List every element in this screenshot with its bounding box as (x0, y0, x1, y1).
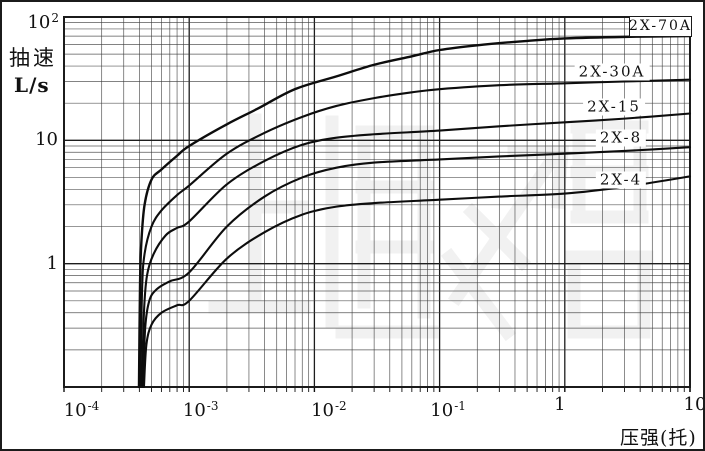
x-tick-label: 10-4 (63, 399, 100, 421)
x-tick-label: 10 (683, 394, 705, 415)
curve-2x-4 (142, 175, 692, 389)
curve-2x-15 (140, 112, 692, 389)
y-axis-unit: L/s (14, 73, 50, 97)
pump-speed-curves (137, 34, 692, 389)
watermark (208, 113, 654, 342)
x-axis-title: 压强(托) (620, 427, 697, 449)
x-tick-label: 10-1 (430, 399, 466, 421)
curve-label-2x-30a: 2X-30A (574, 63, 650, 81)
y-axis-title: 抽速 (9, 46, 57, 70)
curve-label-2x-4: 2X-4 (595, 171, 647, 189)
x-tick-label: 10-2 (311, 399, 347, 421)
curve-label-2x-8: 2X-8 (595, 129, 647, 147)
y-tick-label: 10 (35, 129, 58, 151)
curve-2x-70a (137, 34, 692, 389)
x-tick-label: 10-3 (182, 399, 219, 421)
plot-frame (63, 16, 691, 388)
curve-label-2x-70a: 2X-70A (629, 16, 692, 37)
curve-2x-8 (142, 146, 692, 389)
curve-2x-30a (139, 78, 692, 389)
y-tick-label: 102 (27, 11, 59, 33)
x-tick-label: 1 (554, 394, 566, 415)
curve-label-2x-15: 2X-15 (583, 98, 645, 116)
y-tick-label: 1 (46, 252, 58, 274)
